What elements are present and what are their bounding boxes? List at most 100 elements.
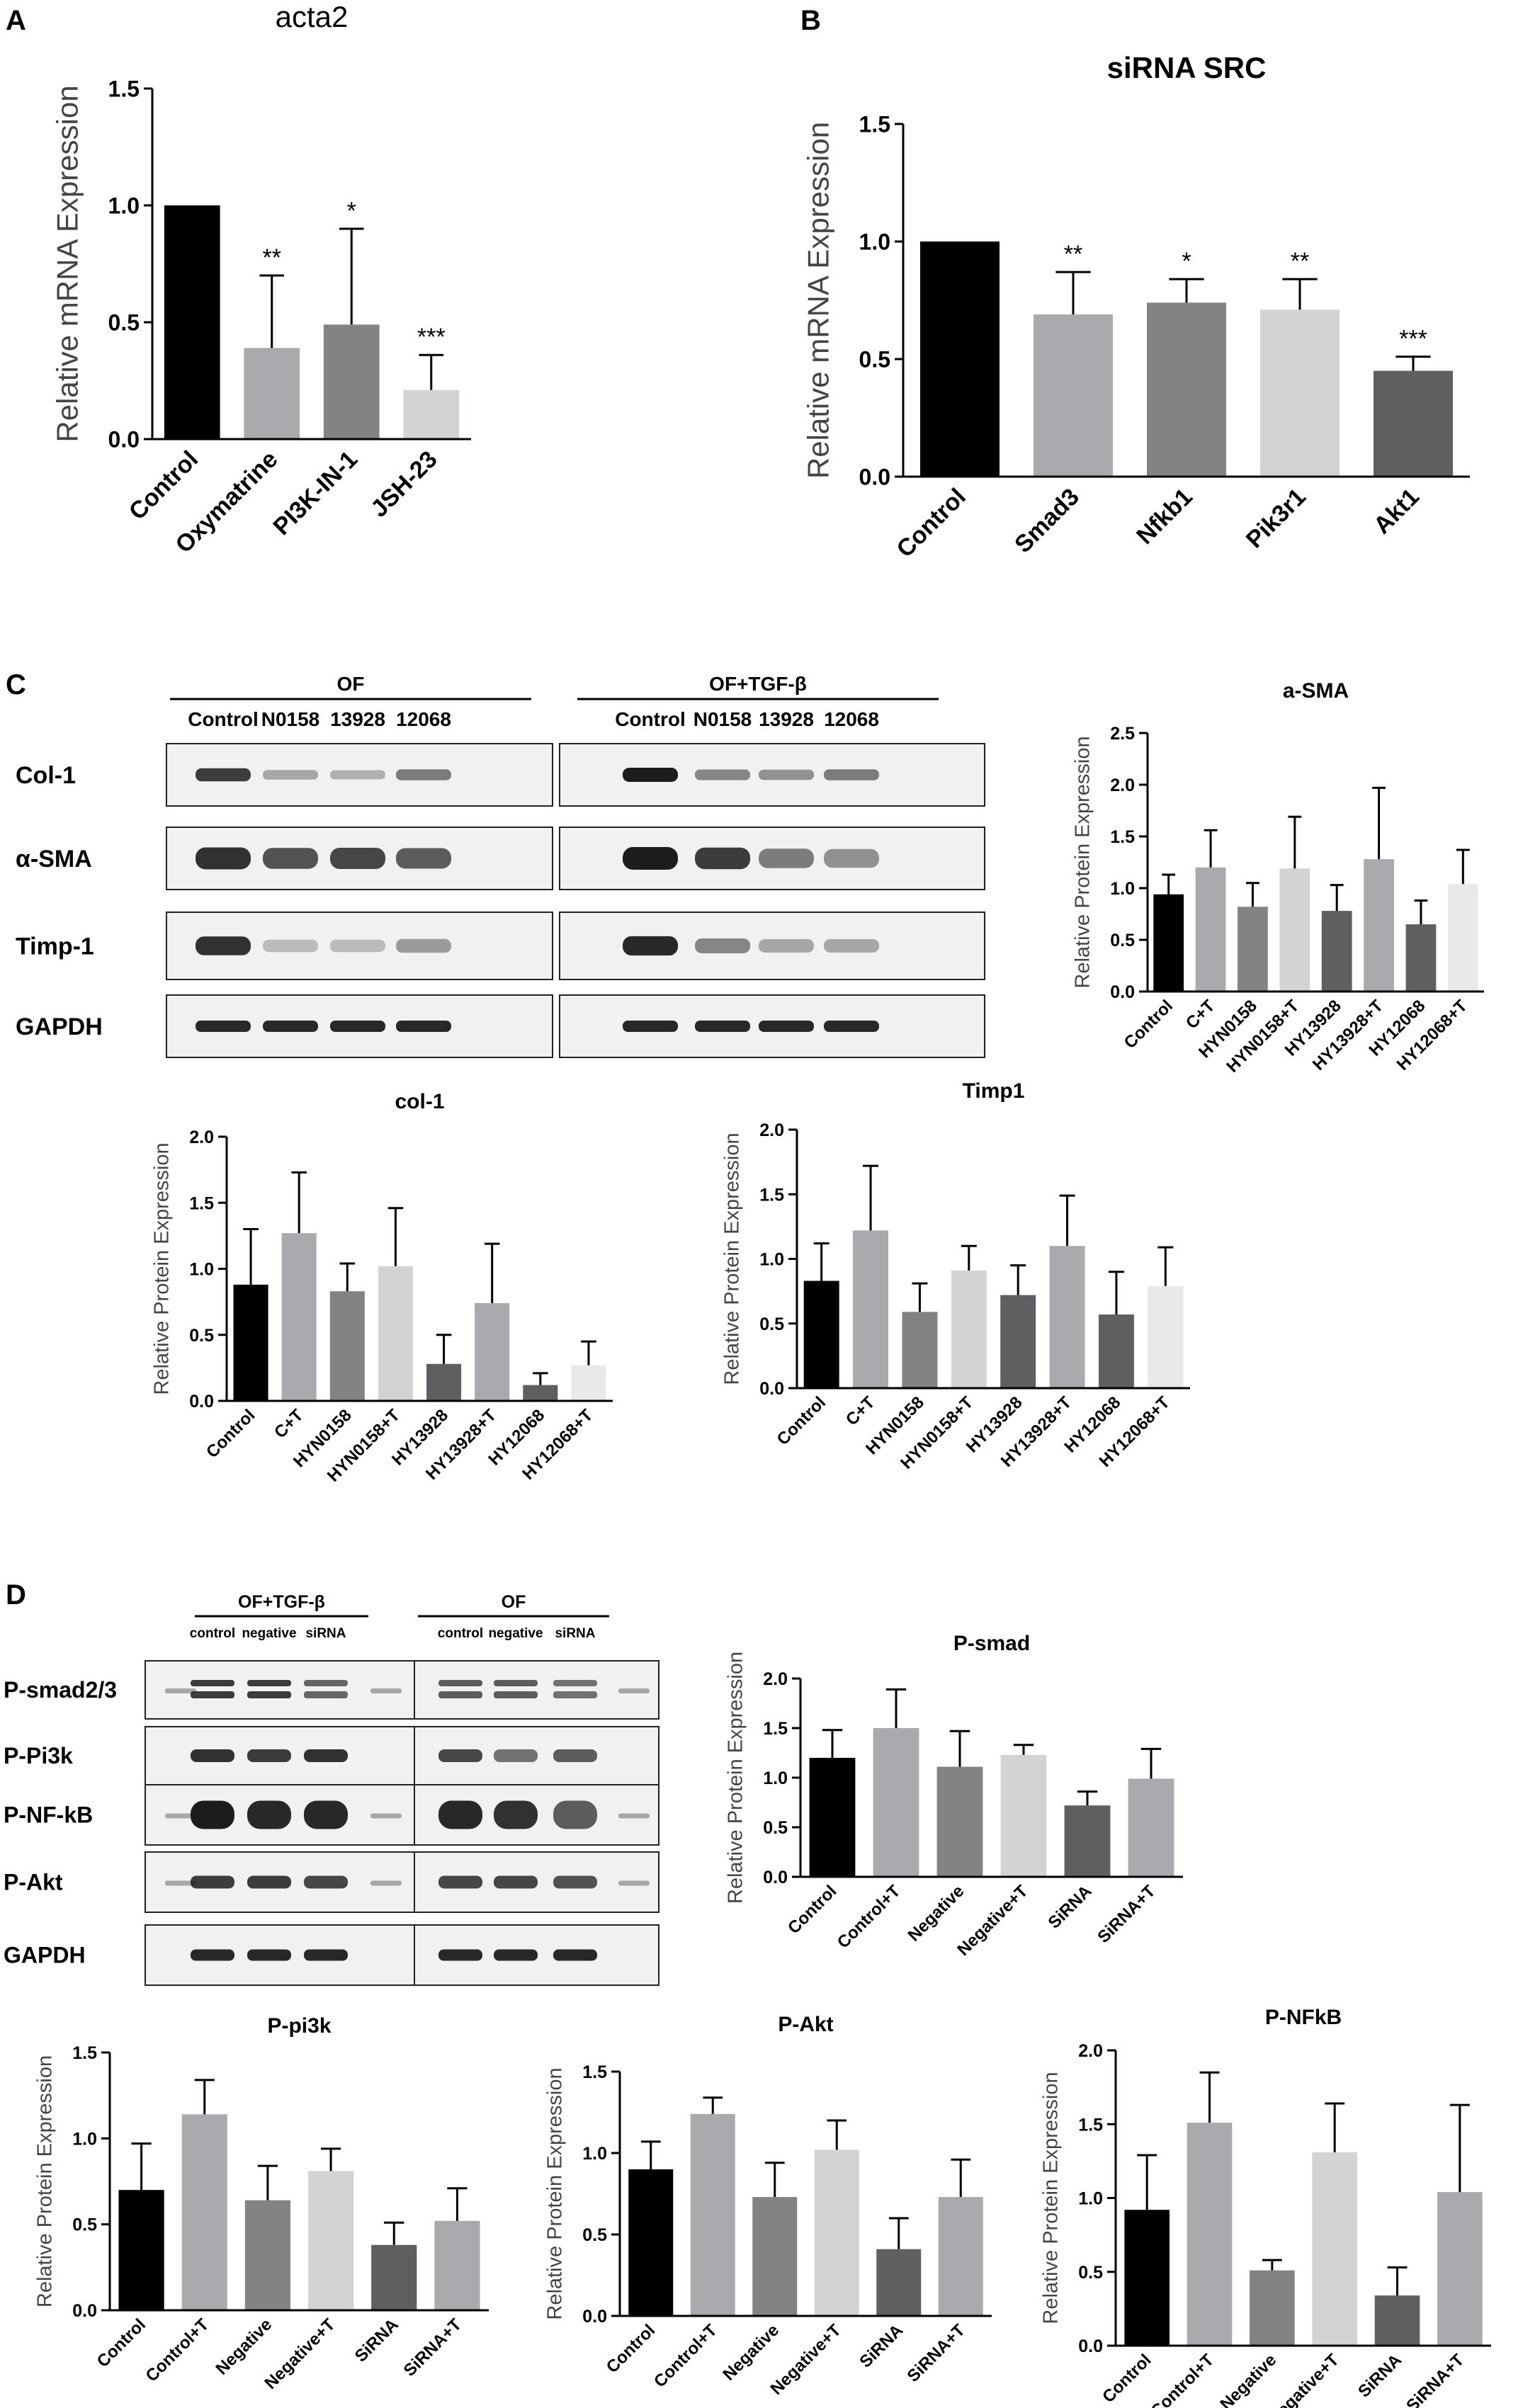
blot-band bbox=[553, 1800, 597, 1829]
x-tick-label: Control bbox=[1099, 2351, 1155, 2407]
chart-sirna-src: siRNA SRC Relative mRNA Expression Control… bbox=[801, 51, 1470, 563]
blot-band bbox=[494, 1949, 538, 1961]
chart-title: P-NFkB bbox=[1265, 2006, 1342, 2029]
blot-band bbox=[191, 1749, 234, 1762]
y-axis-label: Relative Protein Expression bbox=[151, 1142, 174, 1395]
bar bbox=[1064, 1805, 1111, 1877]
blot-band bbox=[191, 1949, 234, 1961]
blot-lane-label: 12068 bbox=[824, 708, 879, 730]
blot-band bbox=[759, 769, 814, 780]
y-tick-label: 1.5 bbox=[582, 2062, 607, 2082]
blot-row-label: Col-1 bbox=[16, 762, 76, 789]
y-tick-label: 2.0 bbox=[759, 1120, 784, 1140]
blot-band bbox=[247, 1680, 291, 1686]
blot-row-label: P-Pi3k bbox=[4, 1743, 73, 1768]
x-tick-label: SiRNA+T bbox=[1094, 1882, 1159, 1947]
x-tick-label: SiRNA bbox=[1354, 2351, 1405, 2402]
bar bbox=[1148, 1285, 1184, 1388]
chart-title: a-SMA bbox=[1283, 679, 1349, 703]
bar bbox=[1250, 2270, 1295, 2346]
bar bbox=[371, 2244, 417, 2310]
x-tick-label: SiRNA+T bbox=[400, 2315, 465, 2380]
x-tick-label: Pik3r1 bbox=[1241, 483, 1311, 553]
bar bbox=[1000, 1295, 1036, 1388]
bar bbox=[876, 2249, 922, 2316]
blot-band bbox=[263, 1021, 318, 1032]
blot-band bbox=[304, 1749, 348, 1762]
blot-band bbox=[759, 1021, 814, 1032]
blot-lane-label: control bbox=[438, 1626, 483, 1641]
blot-row-label: P-Akt bbox=[4, 1870, 63, 1895]
y-tick-label: 1.5 bbox=[763, 1719, 788, 1739]
bar bbox=[1374, 370, 1453, 477]
y-tick-label: 2.0 bbox=[1110, 776, 1135, 795]
significance-label: * bbox=[1182, 248, 1191, 275]
bar bbox=[1437, 2192, 1483, 2346]
blot-band bbox=[494, 1749, 538, 1762]
chart-p-pi3k: P-pi3k Relative Protein Expression Control… bbox=[34, 2014, 489, 2393]
blot-band bbox=[438, 1800, 482, 1829]
y-tick-label: 1.0 bbox=[763, 1768, 788, 1788]
bar bbox=[628, 2169, 674, 2316]
blot-band bbox=[759, 848, 814, 868]
y-tick-label: 2.0 bbox=[763, 1669, 788, 1689]
x-tick-label: JSH-23 bbox=[366, 445, 442, 522]
y-tick-label: 1.0 bbox=[108, 193, 140, 219]
y-tick-label: 0.5 bbox=[759, 1314, 784, 1334]
bar bbox=[1187, 2123, 1233, 2346]
blot-band bbox=[304, 1949, 348, 1961]
y-tick-label: 0.0 bbox=[759, 1379, 784, 1399]
chart-title: col-1 bbox=[395, 1090, 444, 1113]
blot-marker-band bbox=[370, 1688, 402, 1693]
blot-lane-label: 13928 bbox=[759, 708, 814, 730]
x-tick-label: Control bbox=[784, 1882, 840, 1938]
blot-band bbox=[196, 1021, 251, 1032]
bar bbox=[1321, 911, 1352, 992]
blot-band bbox=[623, 1021, 678, 1032]
bar bbox=[936, 1766, 983, 1877]
blot-row-label: α-SMA bbox=[16, 846, 92, 873]
chart-title: P-pi3k bbox=[267, 2014, 331, 2038]
blot-band bbox=[247, 1800, 291, 1829]
y-tick-label: 0.5 bbox=[1078, 2263, 1103, 2283]
bar bbox=[690, 2113, 735, 2316]
blot-band bbox=[263, 848, 318, 869]
x-tick-label: Smad3 bbox=[1009, 483, 1085, 558]
y-axis-label: Relative mRNA Expression bbox=[801, 122, 834, 479]
bar bbox=[244, 348, 300, 439]
x-tick-label: SiRNA bbox=[351, 2315, 402, 2366]
bar bbox=[1312, 2152, 1357, 2346]
blot-band bbox=[191, 1800, 234, 1829]
blot-band bbox=[304, 1800, 348, 1829]
blot-band bbox=[191, 1691, 234, 1698]
blot-lane-label: Control bbox=[615, 708, 686, 730]
y-axis-label: Relative Protein Expression bbox=[1072, 736, 1094, 988]
bar bbox=[434, 2220, 480, 2310]
blot-lane-label: N0158 bbox=[261, 708, 320, 730]
x-tick-label: PI3K-IN-1 bbox=[268, 445, 363, 540]
y-tick-label: 0.5 bbox=[108, 310, 140, 336]
blot-band bbox=[196, 847, 251, 870]
blot-row-label: P-smad2/3 bbox=[4, 1677, 117, 1703]
blot-marker-band bbox=[618, 1688, 650, 1693]
x-tick-label: SiRNA bbox=[856, 2321, 907, 2372]
bar bbox=[307, 2171, 354, 2310]
y-tick-label: 1.5 bbox=[1110, 827, 1135, 847]
chart-title: acta2 bbox=[276, 0, 349, 33]
y-tick-label: 0.5 bbox=[1110, 931, 1135, 950]
x-tick-label: Control bbox=[124, 445, 203, 525]
y-tick-label: 1.0 bbox=[582, 2144, 607, 2164]
x-tick-label: SiRNA bbox=[1045, 1882, 1096, 1933]
blot-group-title: OF+TGF-β bbox=[709, 673, 807, 695]
bar bbox=[1405, 924, 1437, 992]
bar bbox=[1195, 867, 1226, 992]
bar bbox=[475, 1302, 510, 1401]
blot-band bbox=[553, 1680, 597, 1686]
blot-marker-band bbox=[165, 1688, 196, 1693]
x-tick-label: C+T bbox=[271, 1406, 307, 1443]
blot-marker-band bbox=[618, 1880, 650, 1886]
bar bbox=[902, 1312, 938, 1388]
blot-row-label: Timp-1 bbox=[16, 933, 94, 960]
y-tick-label: 1.0 bbox=[859, 229, 890, 255]
blot-band bbox=[191, 1875, 234, 1889]
